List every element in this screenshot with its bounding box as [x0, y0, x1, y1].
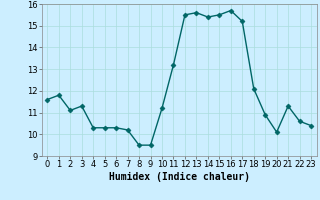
- X-axis label: Humidex (Indice chaleur): Humidex (Indice chaleur): [109, 172, 250, 182]
